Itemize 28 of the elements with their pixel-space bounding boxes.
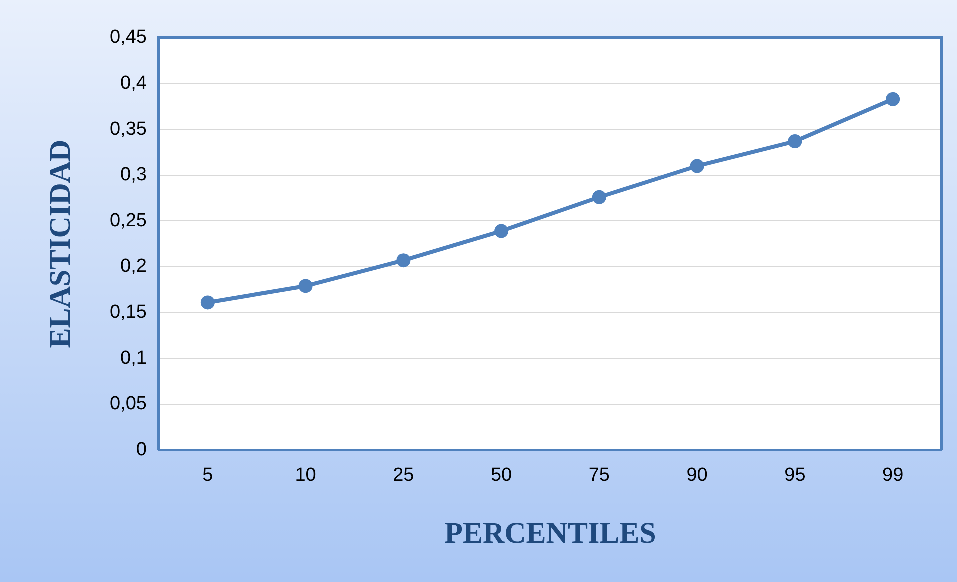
point bbox=[886, 92, 900, 106]
y-tick-label: 0,15 bbox=[110, 302, 147, 324]
x-tick-label: 50 bbox=[490, 464, 512, 486]
point bbox=[788, 134, 802, 149]
y-tick-label: 0,05 bbox=[110, 394, 147, 415]
y-tick-label: 0,35 bbox=[110, 118, 147, 140]
x-tick-label: 25 bbox=[393, 464, 414, 486]
point bbox=[690, 159, 704, 174]
point bbox=[494, 224, 509, 238]
y-tick-label: 0,45 bbox=[110, 27, 147, 48]
y-tick-label: 0 bbox=[136, 439, 147, 460]
x-tick-label: 95 bbox=[784, 464, 806, 486]
point bbox=[298, 279, 313, 294]
y-tick-label: 0,2 bbox=[120, 256, 147, 278]
x-tick-label: 10 bbox=[295, 464, 316, 486]
point bbox=[396, 254, 411, 268]
y-tick-label: 0,25 bbox=[110, 210, 147, 232]
y-tick-label: 0,4 bbox=[120, 73, 148, 94]
x-tick-label: 99 bbox=[882, 464, 904, 486]
x-axis-title: PERCENTILES bbox=[444, 516, 656, 550]
point bbox=[200, 296, 215, 310]
y-axis-title: ELASTICIDAD bbox=[44, 140, 77, 348]
y-tick-label: 0,3 bbox=[120, 164, 147, 186]
y-tick-label: 0,1 bbox=[120, 348, 147, 369]
point bbox=[592, 190, 606, 204]
x-tick-label: 5 bbox=[202, 464, 214, 486]
x-tick-label: 75 bbox=[588, 464, 610, 486]
x-tick-label: 90 bbox=[686, 464, 708, 486]
